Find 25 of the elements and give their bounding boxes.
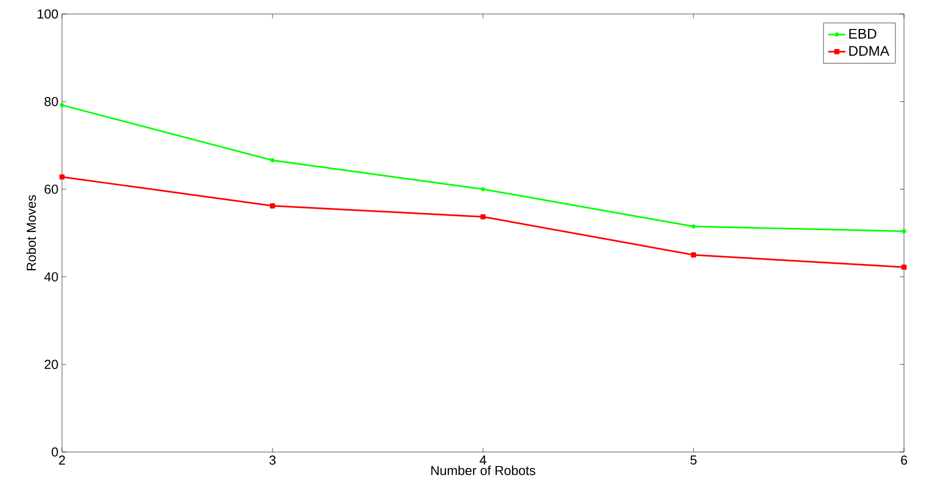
x-tick-label: 2 — [59, 456, 65, 465]
x-tick-label: 6 — [901, 456, 908, 465]
x-tick-label: 3 — [269, 456, 276, 465]
x-tick-label: 4 — [480, 456, 486, 464]
x-tick-label: 5 — [690, 456, 697, 465]
legend-label: EBD — [849, 28, 876, 39]
point — [270, 158, 275, 162]
point — [901, 264, 907, 270]
point — [690, 252, 696, 258]
point — [270, 203, 276, 208]
point — [59, 174, 65, 180]
point — [480, 214, 486, 220]
point — [902, 229, 906, 234]
point — [60, 103, 64, 108]
x-axis-title: Number of Robots — [431, 466, 536, 476]
point — [480, 187, 486, 192]
y-tick-label: 100 — [38, 9, 58, 19]
y-tick-label: 0 — [52, 447, 58, 457]
legend-label: DDMA — [849, 46, 890, 56]
y-tick-label: 20 — [44, 360, 58, 369]
y-tick-label: 60 — [44, 184, 58, 194]
y-axis-title: Robot Moves — [26, 195, 36, 270]
point — [691, 224, 696, 229]
y-tick-label: 40 — [44, 272, 58, 282]
y-tick-label: 80 — [44, 96, 58, 106]
